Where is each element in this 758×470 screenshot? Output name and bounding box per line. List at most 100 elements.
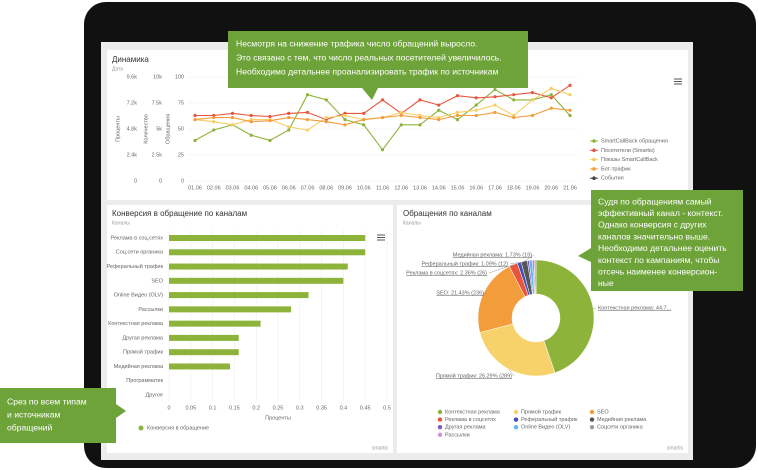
y-tick-label: Реклама в соц.сетях	[111, 235, 164, 241]
y-tick-label: 5k	[156, 126, 162, 132]
data-label: Реклама в соцсетях: 2.36% (26)	[406, 270, 487, 276]
y-tick-label: Реферальный трафик	[107, 263, 164, 270]
legend-dot	[592, 176, 596, 180]
legend-label: SEO	[597, 409, 609, 415]
filter[interactable]: Каналы	[403, 220, 421, 226]
leader-line	[488, 264, 514, 274]
point	[455, 110, 460, 114]
x-tick-label: 20.06	[544, 185, 558, 191]
x-tick-label: 0.5	[383, 405, 391, 411]
bar	[169, 249, 366, 256]
point	[249, 133, 253, 137]
y-tick-label: 2.5k	[152, 152, 163, 158]
x-tick-label: 0.15	[229, 405, 240, 411]
x-tick-label: 0.45	[360, 405, 371, 411]
x-tick-label: 03.06	[226, 185, 240, 191]
callout-text: и источникам	[7, 409, 60, 419]
callout-text: каналов значительно выше.	[598, 231, 710, 241]
callout-text: обращений	[7, 422, 53, 432]
point	[530, 98, 535, 102]
point	[512, 93, 516, 97]
point	[418, 115, 422, 120]
x-tick-label: 0.35	[316, 405, 327, 411]
legend-label: Реклама в соцсетях	[445, 417, 496, 423]
legend-label: Медийная реклама	[597, 416, 647, 423]
x-tick-label: 07.06	[301, 185, 315, 191]
point	[193, 138, 197, 143]
point	[193, 118, 197, 122]
callout-text: контекст по кампаниям, чтобы	[598, 255, 719, 265]
point	[343, 123, 347, 127]
point	[455, 118, 460, 122]
point	[568, 93, 572, 97]
callout-text: Срез по всем типам	[7, 396, 87, 406]
legend-dot	[592, 157, 596, 162]
callout-text: Однако конверсия с других	[598, 220, 707, 230]
bar	[169, 263, 348, 270]
x-tick-label: 0.1	[209, 405, 217, 411]
x-tick-label: 13.06	[413, 185, 427, 191]
y-tick-label: 75	[178, 100, 184, 106]
x-tick-label: 0.2	[252, 405, 260, 411]
point	[512, 98, 516, 102]
point	[530, 91, 535, 95]
y-tick-label: 10k	[153, 74, 162, 80]
filter[interactable]: Каналы	[112, 220, 130, 226]
y-tick-label: 7.5k	[152, 100, 163, 106]
x-tick-label: 17.06	[488, 185, 502, 191]
x-tick-label: 0.4	[340, 405, 348, 411]
point	[549, 86, 553, 91]
point	[437, 108, 441, 112]
callout: Срез по всем типам и источникам обращени…	[0, 388, 126, 443]
point	[493, 110, 497, 114]
y-tick-label: Медийная реклама	[114, 363, 164, 370]
leader-line	[509, 262, 520, 265]
y-tick-label: Другое	[146, 392, 163, 398]
x-tick-label: 01.06	[188, 185, 202, 191]
point	[230, 115, 235, 120]
panel-title: Динамика	[112, 55, 149, 64]
point	[418, 123, 422, 127]
point	[493, 103, 497, 107]
y-tick-label: 50	[178, 126, 184, 132]
bar	[169, 320, 261, 327]
y-tick-label: Прямой трафик	[123, 349, 164, 356]
point	[362, 123, 366, 127]
point	[568, 83, 572, 87]
x-tick-label: 16.06	[469, 185, 483, 191]
point	[305, 118, 310, 122]
point	[305, 110, 310, 114]
data-label: Медийная реклама: 1.73% (19)	[453, 251, 532, 258]
point	[399, 110, 403, 114]
x-tick-label: 19.06	[526, 185, 540, 191]
point	[380, 98, 385, 102]
x-tick-label: 0.25	[273, 405, 284, 411]
point	[399, 113, 403, 118]
leader-line	[524, 254, 535, 262]
menu-icon[interactable]	[674, 78, 682, 85]
legend-label: Реферальный трафик	[521, 416, 578, 423]
legend-dot	[437, 417, 443, 422]
y-tick-label: Соц.сети органика	[116, 250, 164, 256]
bar	[169, 277, 344, 284]
callout: Судя по обращениям самый эффективный кана…	[578, 190, 743, 291]
filter[interactable]: Дата	[112, 66, 123, 72]
legend-dot	[437, 432, 443, 437]
point	[268, 119, 272, 123]
x-tick-label: 11.06	[376, 185, 389, 191]
watermark: smartis	[667, 445, 684, 451]
y-tick-label: 100	[175, 74, 184, 80]
x-tick-label: 18.06	[507, 185, 521, 191]
slice	[479, 323, 556, 377]
y-tick-label: 4.8k	[127, 126, 138, 132]
leader-line	[508, 368, 515, 377]
y-tick-label: 7.2k	[127, 100, 138, 106]
point	[362, 118, 366, 122]
menu-icon[interactable]	[377, 234, 385, 241]
point	[230, 123, 235, 127]
point	[193, 113, 197, 118]
slice	[477, 266, 526, 333]
point	[437, 118, 441, 122]
legend-dot	[437, 409, 443, 415]
legend-dot	[437, 425, 443, 430]
